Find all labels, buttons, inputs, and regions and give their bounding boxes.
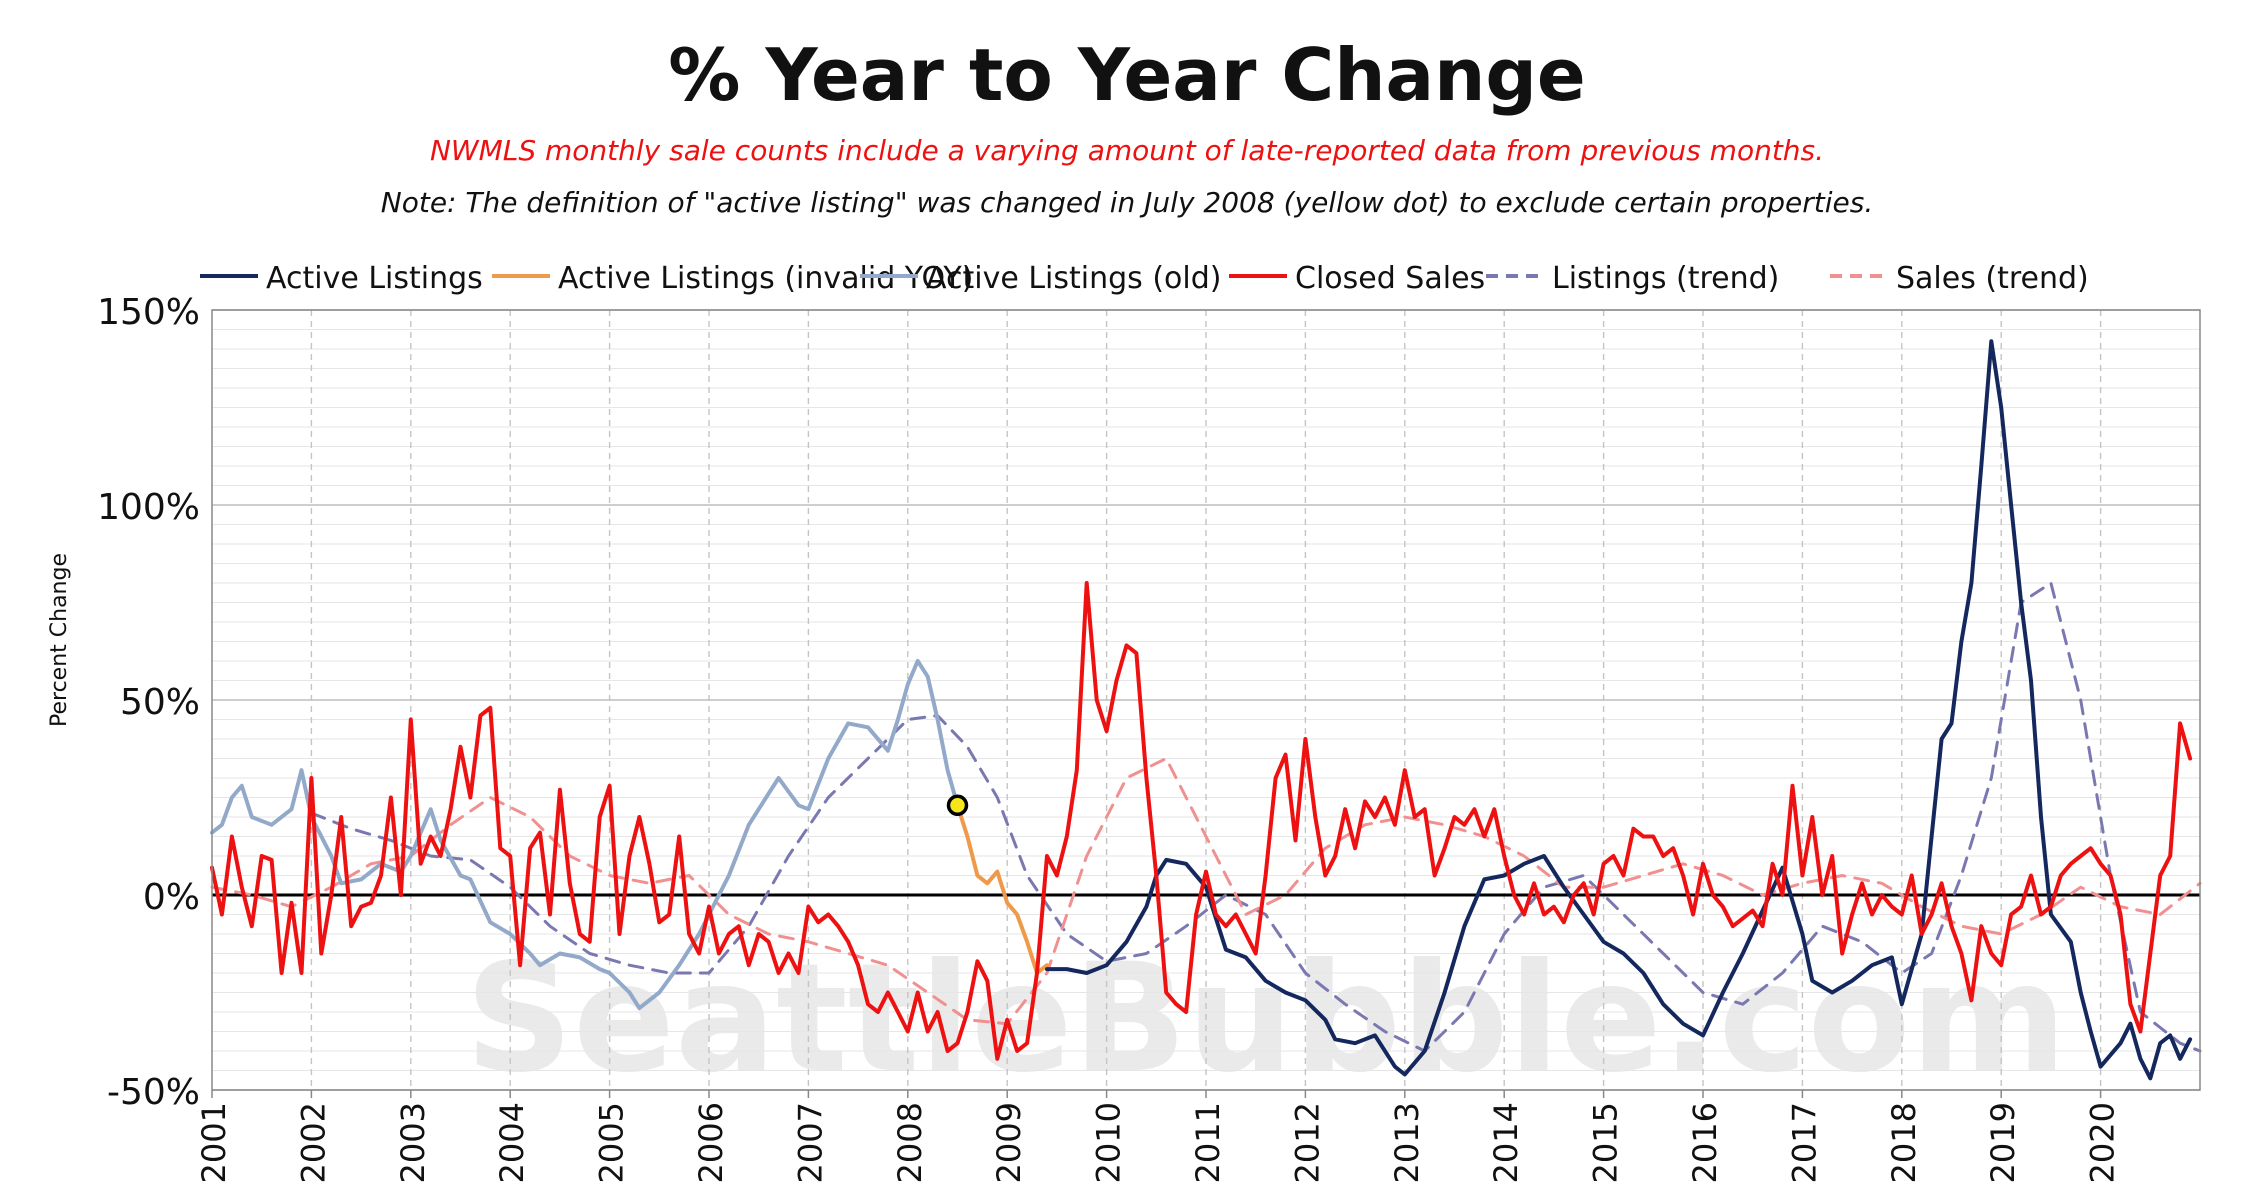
x-tick-label: 2018 bbox=[1885, 1102, 1923, 1183]
series-line-closed-sales bbox=[210, 581, 2193, 1061]
legend-label: Active Listings (invalid YOY) bbox=[558, 261, 973, 296]
y-axis-ticks: -50% 0% 50% 100% 150% bbox=[97, 292, 200, 1113]
y-tick-label: 150% bbox=[97, 292, 200, 333]
chart-subtitle-warning: NWMLS monthly sale counts include a vary… bbox=[430, 134, 1824, 167]
plot-series bbox=[210, 339, 2202, 1081]
legend-item: Listings (trend) bbox=[1486, 261, 1779, 296]
marker-layer bbox=[946, 794, 969, 817]
legend-label: Listings (trend) bbox=[1552, 261, 1779, 296]
plot-frame bbox=[211, 309, 2201, 1091]
series-line-listings-trend bbox=[309, 581, 2202, 1053]
legend-item: Closed Sales bbox=[1229, 261, 1485, 296]
x-tick-label: 2016 bbox=[1686, 1102, 1724, 1183]
x-tick-label: 2008 bbox=[891, 1102, 929, 1183]
legend-item: Active Listings (old) bbox=[860, 261, 1221, 296]
series-line-active-listings bbox=[1045, 339, 2193, 1081]
x-tick-label: 2005 bbox=[593, 1102, 631, 1183]
x-tick-label: 2015 bbox=[1587, 1102, 1625, 1183]
x-tick-label: 2019 bbox=[1984, 1102, 2022, 1183]
chart-title: % Year to Year Change bbox=[668, 33, 1586, 117]
x-tick-label: 2017 bbox=[1785, 1102, 1823, 1183]
chart-subtitle-note: Note: The definition of "active listing"… bbox=[381, 186, 1873, 219]
y-tick-label: 0% bbox=[143, 877, 200, 918]
x-axis-ticks: 2001 2002 2003 2004 2005 2006 2007 2008 2009 2010… bbox=[195, 1090, 2122, 1183]
series-line-sales-trend bbox=[210, 757, 2202, 1026]
x-tick-label: 2002 bbox=[294, 1102, 332, 1183]
grid bbox=[212, 309, 2200, 1091]
x-tick-label: 2012 bbox=[1288, 1102, 1326, 1183]
x-tick-label: 2001 bbox=[195, 1102, 233, 1183]
x-tick-label: 2003 bbox=[394, 1102, 432, 1183]
series-line-active-listings-invalid-yoy bbox=[955, 803, 1049, 975]
x-tick-label: 2009 bbox=[990, 1102, 1028, 1183]
y-tick-label: 50% bbox=[120, 682, 200, 723]
x-tick-label: 2014 bbox=[1487, 1102, 1525, 1183]
x-tick-label: 2004 bbox=[493, 1102, 531, 1183]
y-tick-label: -50% bbox=[107, 1072, 200, 1113]
x-tick-label: 2007 bbox=[791, 1102, 829, 1183]
y-axis-label: Percent Change bbox=[47, 553, 72, 727]
legend-item: Active Listings (invalid YOY) bbox=[492, 261, 973, 296]
x-tick-label: 2006 bbox=[692, 1102, 730, 1183]
x-tick-label: 2013 bbox=[1388, 1102, 1426, 1183]
legend-label: Active Listings (old) bbox=[926, 261, 1221, 296]
legend-label: Sales (trend) bbox=[1896, 261, 2089, 296]
legend-item: Sales (trend) bbox=[1830, 261, 2089, 296]
watermark-text: SeattleBubble.com bbox=[465, 932, 2067, 1106]
legend-label: Closed Sales bbox=[1295, 261, 1485, 296]
x-tick-label: 2010 bbox=[1090, 1102, 1128, 1183]
y-tick-label: 100% bbox=[97, 487, 200, 528]
legend: Active Listings Active Listings (invalid … bbox=[200, 261, 2089, 296]
watermark: SeattleBubble.com bbox=[465, 932, 2067, 1106]
legend-item: Active Listings bbox=[200, 261, 483, 296]
x-tick-label: 2011 bbox=[1189, 1102, 1227, 1183]
legend-label: Active Listings bbox=[266, 261, 483, 296]
definition-change-marker bbox=[946, 794, 969, 817]
x-tick-label: 2020 bbox=[2084, 1102, 2122, 1183]
